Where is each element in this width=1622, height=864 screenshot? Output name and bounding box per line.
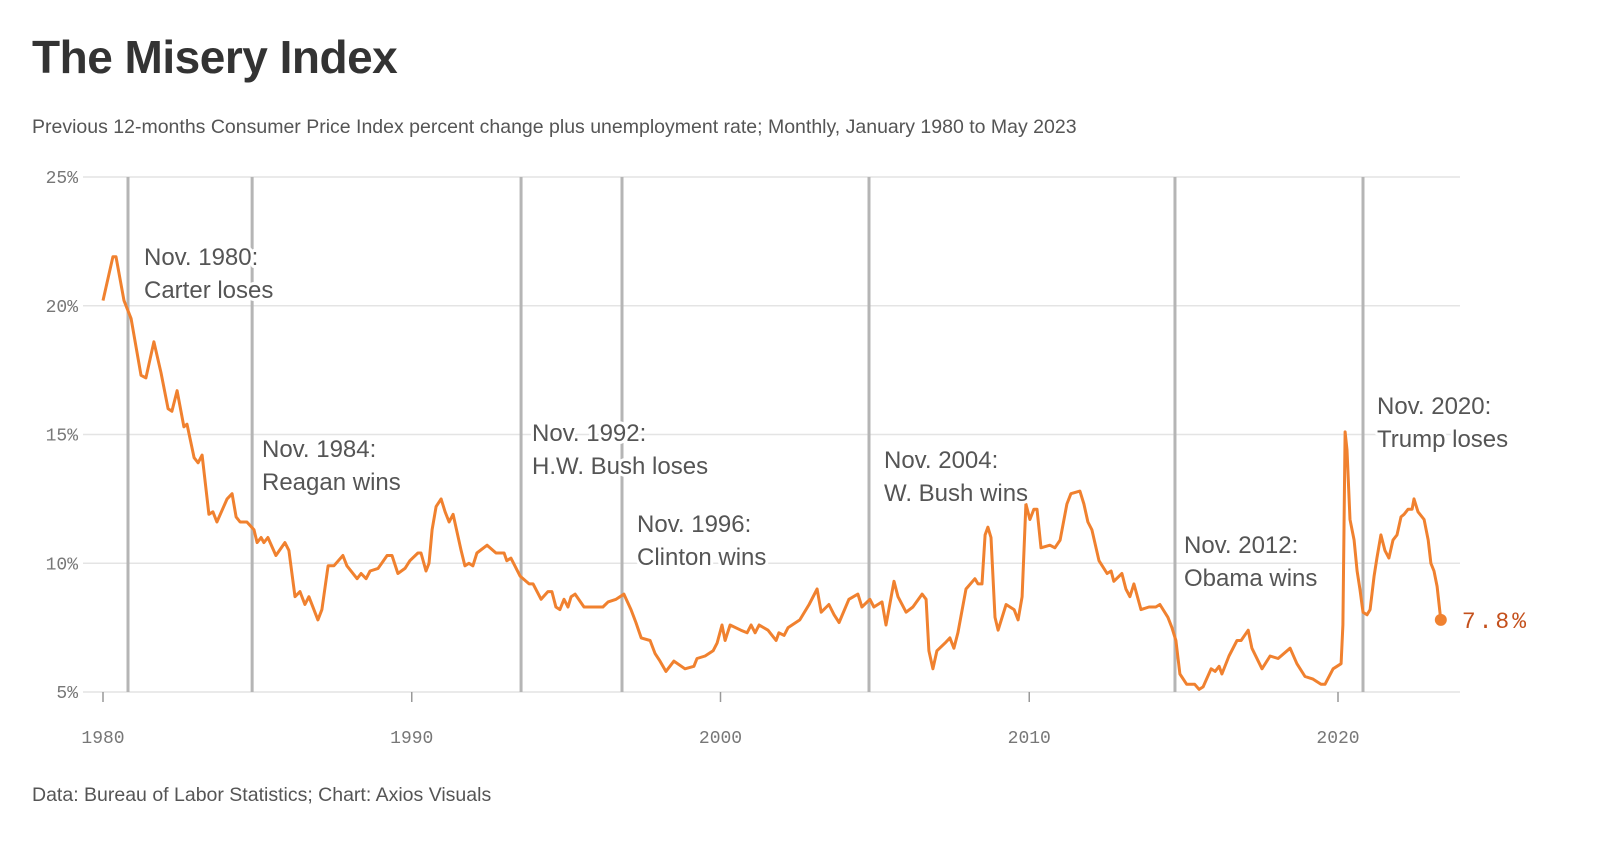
event-label: Trump loses: [1377, 426, 1508, 453]
event-label: Nov. 1980:: [144, 244, 258, 271]
chart-subtitle: Previous 12-months Consumer Price Index …: [32, 116, 1077, 138]
x-tick-label: 2020: [1316, 729, 1359, 749]
y-axis: 25% 20% 15% 10% 5%: [46, 169, 79, 704]
end-value-label: 7.8%: [1462, 609, 1529, 635]
y-tick-label: 25%: [46, 169, 79, 189]
event-annotations: Nov. 1980: Carter loses Nov. 1984: Reagan w…: [141, 241, 1511, 595]
x-tick-label: 2000: [699, 729, 742, 749]
event-label: Nov. 2004:: [884, 447, 998, 474]
event-label: W. Bush wins: [884, 480, 1028, 507]
chart-title: The Misery Index: [32, 31, 398, 83]
event-label: Carter loses: [144, 277, 273, 304]
event-label: Obama wins: [1184, 565, 1317, 592]
event-label: Nov. 1996:: [637, 511, 751, 538]
event-label: H.W. Bush loses: [532, 453, 708, 480]
y-tick-label: 15%: [46, 427, 79, 447]
gridlines: [83, 176, 1460, 693]
chart-source: Data: Bureau of Labor Statistics; Chart:…: [32, 784, 492, 806]
series: 7.8%: [101, 255, 1529, 691]
event-label: Nov. 1984:: [262, 436, 376, 463]
y-tick-label: 5%: [56, 684, 78, 704]
event-label: Reagan wins: [262, 469, 401, 496]
x-tick-label: 1980: [81, 729, 124, 749]
x-tick-label: 1990: [390, 729, 433, 749]
x-tick-label: 2010: [1008, 729, 1051, 749]
y-tick-label: 20%: [46, 298, 79, 318]
event-label: Nov. 2012:: [1184, 532, 1298, 559]
end-point-marker: [1434, 613, 1447, 626]
event-label: Nov. 2020:: [1377, 393, 1491, 420]
misery-index-line: [101, 255, 1443, 691]
event-label: Nov. 1992:: [532, 420, 646, 447]
y-tick-label: 10%: [46, 555, 79, 575]
event-label: Clinton wins: [637, 544, 766, 571]
x-axis: 1980 1990 2000 2010 2020: [81, 692, 1360, 749]
